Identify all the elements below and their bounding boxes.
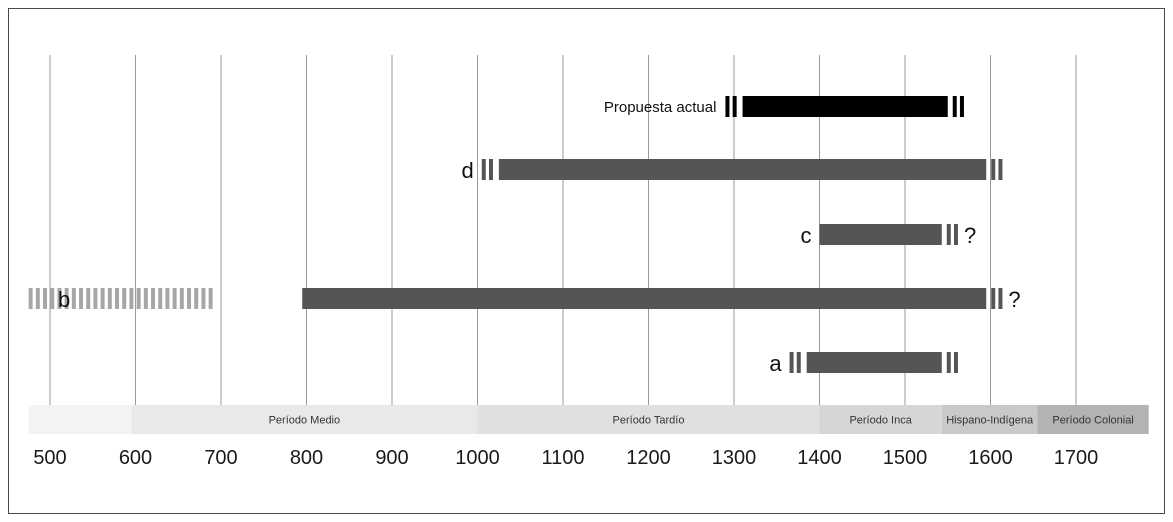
x-tick-label: 800	[290, 447, 323, 469]
dash-segment	[194, 288, 199, 309]
dash-segment	[172, 288, 177, 309]
dash-segment	[481, 159, 486, 180]
x-tick-label: 1400	[797, 447, 842, 469]
x-tick-label: 600	[119, 447, 152, 469]
period-band	[941, 405, 1038, 434]
period-band	[477, 405, 820, 434]
dash-segment	[43, 288, 48, 309]
date-range-c: c?	[801, 223, 977, 248]
series-label: d	[462, 158, 474, 183]
dash-segment	[143, 288, 148, 309]
date-range-b: b?	[28, 287, 1021, 312]
dash-segment	[158, 288, 163, 309]
dash-segment	[50, 288, 55, 309]
x-tick-label: 1700	[1054, 447, 1099, 469]
period-band	[131, 405, 478, 434]
dash-segment	[201, 288, 206, 309]
x-tick-label: 1300	[712, 447, 757, 469]
uncertainty-mark: ?	[964, 223, 976, 248]
series-label: b	[58, 287, 70, 312]
date-range-propuesta-actual: Propuesta actual	[604, 96, 964, 117]
x-tick-label: 1000	[455, 447, 500, 469]
series-label: a	[769, 351, 782, 376]
dash-segment	[129, 288, 134, 309]
x-tick-label: 700	[204, 447, 237, 469]
dash-segment	[953, 224, 958, 245]
dash-segment	[959, 96, 964, 117]
dash-segment	[796, 352, 801, 373]
period-label: Hispano-Indígena	[946, 415, 1034, 427]
series-label: Propuesta actual	[604, 99, 717, 116]
dash-segment	[100, 288, 105, 309]
dash-segment	[789, 352, 794, 373]
dash-segment	[488, 159, 493, 180]
x-axis-ticks: 500 600 700 800 900 1000 1100 1200 1300 1400 1500 1…	[33, 447, 1098, 469]
dash-segment	[115, 288, 120, 309]
dash-segment	[187, 288, 192, 309]
dash-segment	[57, 288, 62, 309]
period-band	[819, 405, 942, 434]
x-tick-label: 900	[375, 447, 408, 469]
dash-segment	[998, 159, 1003, 180]
range-bar	[302, 288, 987, 309]
date-range-a: a	[769, 351, 958, 376]
x-tick-label: 1600	[968, 447, 1013, 469]
dash-segment	[151, 288, 156, 309]
dash-segment	[952, 96, 957, 117]
x-tick-label: 1200	[626, 447, 671, 469]
dash-segment	[725, 96, 730, 117]
dash-segment	[208, 288, 213, 309]
dash-segment	[122, 288, 127, 309]
dash-segment	[991, 159, 996, 180]
dash-segment	[86, 288, 91, 309]
period-label: Período Colonial	[1052, 415, 1133, 427]
dash-segment	[35, 288, 40, 309]
period-band	[28, 405, 132, 434]
period-label: Período Tardío	[613, 415, 685, 427]
dash-segment	[991, 288, 996, 309]
range-bar	[498, 159, 987, 180]
series-label: c	[801, 223, 812, 248]
dash-segment	[28, 288, 33, 309]
dash-segment	[946, 224, 951, 245]
period-label: Período Medio	[269, 415, 341, 427]
x-tick-label: 1500	[883, 447, 928, 469]
dash-segment	[107, 288, 112, 309]
date-range-d: d	[462, 158, 1003, 183]
dash-segment	[71, 288, 76, 309]
range-bar	[742, 96, 948, 117]
dash-segment	[998, 288, 1003, 309]
dash-segment	[93, 288, 98, 309]
range-bar	[806, 352, 942, 373]
dash-segment	[953, 352, 958, 373]
dash-segment	[946, 352, 951, 373]
period-band	[1037, 405, 1149, 434]
period-label: Período Inca	[849, 415, 912, 427]
dash-segment	[732, 96, 737, 117]
range-bar	[819, 224, 942, 245]
dash-segment	[79, 288, 84, 309]
dash-segment	[165, 288, 170, 309]
x-tick-label: 1100	[541, 447, 584, 469]
period-bands: Período Medio Período Tardío Período Inca H…	[28, 405, 1149, 434]
dash-segment	[136, 288, 141, 309]
x-tick-label: 500	[33, 447, 66, 469]
dash-segment	[64, 288, 69, 309]
uncertainty-mark: ?	[1008, 287, 1020, 312]
dash-segment	[179, 288, 184, 309]
